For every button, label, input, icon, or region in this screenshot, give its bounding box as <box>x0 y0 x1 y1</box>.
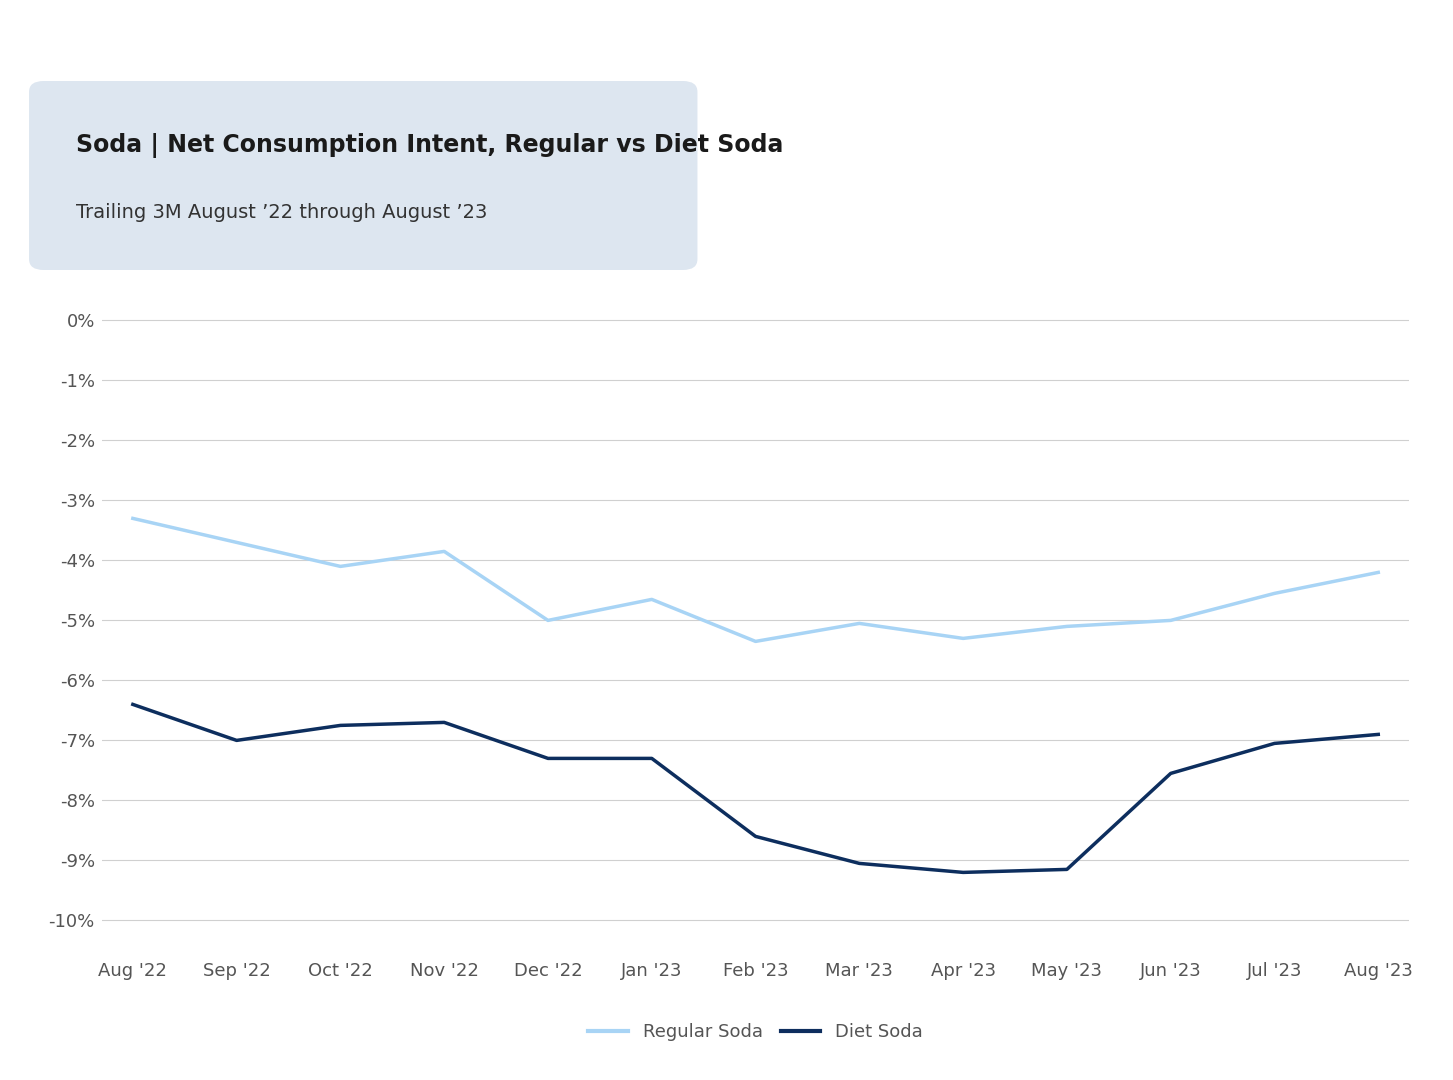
Regular Soda <box>228 536 246 549</box>
Diet Soda <box>228 734 246 747</box>
Diet Soda <box>955 866 972 879</box>
Regular Soda <box>1058 620 1075 633</box>
Regular Soda <box>1370 566 1388 579</box>
Diet Soda <box>1370 728 1388 741</box>
Diet Soda <box>850 856 867 869</box>
Legend: Regular Soda, Diet Soda: Regular Soda, Diet Soda <box>581 1016 930 1049</box>
Regular Soda <box>955 632 972 645</box>
Diet Soda <box>1058 863 1075 876</box>
Diet Soda <box>1266 737 1283 750</box>
Line: Regular Soda: Regular Soda <box>132 518 1379 642</box>
Diet Soda <box>1162 767 1180 780</box>
Regular Soda <box>124 512 141 525</box>
Diet Soda <box>331 719 349 732</box>
Regular Soda <box>644 593 661 606</box>
Diet Soda <box>539 752 556 765</box>
Diet Soda <box>124 698 141 711</box>
Regular Soda <box>331 559 349 572</box>
Regular Soda <box>747 635 764 648</box>
Diet Soda <box>436 716 453 729</box>
Line: Diet Soda: Diet Soda <box>132 704 1379 873</box>
Regular Soda <box>1162 613 1180 626</box>
Text: Soda | Net Consumption Intent, Regular vs Diet Soda: Soda | Net Consumption Intent, Regular v… <box>76 133 783 158</box>
Diet Soda <box>644 752 661 765</box>
Regular Soda <box>850 617 867 630</box>
Regular Soda <box>539 613 556 626</box>
Diet Soda <box>747 829 764 842</box>
Regular Soda <box>436 545 453 558</box>
Text: Trailing 3M August ’22 through August ’23: Trailing 3M August ’22 through August ’2… <box>76 203 487 221</box>
Regular Soda <box>1266 586 1283 599</box>
